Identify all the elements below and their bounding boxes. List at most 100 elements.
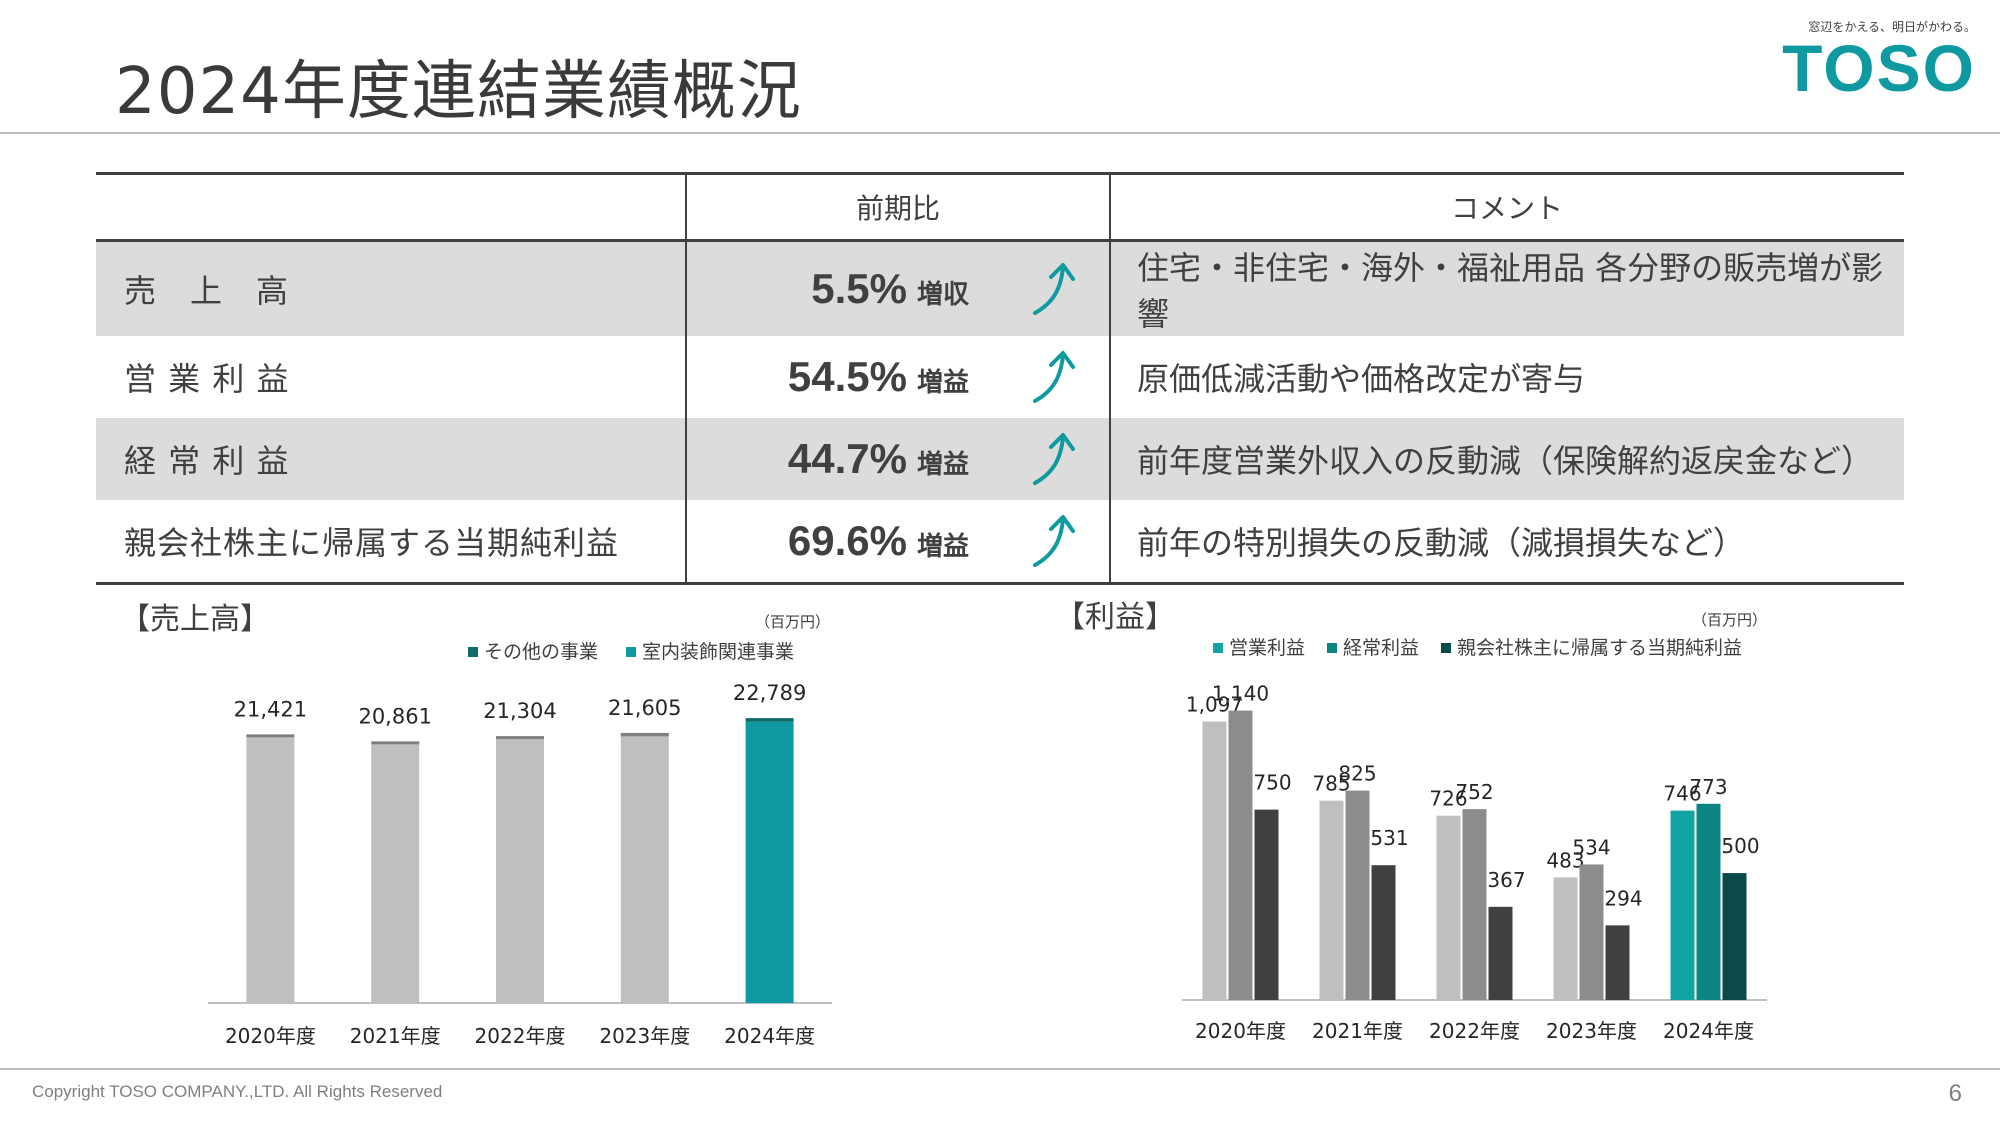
yoy-change: 増収 xyxy=(916,280,969,310)
bar-total-label: 21,605 xyxy=(608,696,681,720)
profit-chart: 【利益】 （百万円） 営業利益 経常利益 親会社株主に帰属する当期純利益 1,097 1,1… xyxy=(1045,590,1825,1060)
legend-label: 室内装飾関連事業 xyxy=(642,641,794,663)
legend-swatch xyxy=(468,647,478,657)
row-label: 営 業 利 益 xyxy=(124,360,290,398)
bar-total-label: 20,861 xyxy=(358,704,431,728)
bar-value-label: 531 xyxy=(1370,826,1408,850)
bar-net-profit xyxy=(1722,873,1747,1000)
bar-net-profit xyxy=(1254,809,1279,1000)
bar-net-profit xyxy=(1488,906,1513,1000)
bar-value-label: 785 xyxy=(1312,772,1350,796)
bar-value-label: 726 xyxy=(1429,787,1467,811)
bar-value-label: 750 xyxy=(1253,771,1291,795)
bar-main-business xyxy=(620,736,669,1003)
header-comment: コメント xyxy=(1109,172,1904,242)
bar-other-business xyxy=(246,734,295,738)
x-tick-label: 2024年度 xyxy=(1663,1019,1754,1043)
yoy-change: 増益 xyxy=(916,532,969,562)
bar-value-label: 773 xyxy=(1689,775,1727,799)
chart-title: 【利益】 xyxy=(1055,600,1175,635)
results-summary-table: 前期比 コメント 売 上 高 5.5% 増収 住宅・非住宅・海外・福祉用品 各分野… xyxy=(96,172,1904,585)
chart-unit: （百万円） xyxy=(1692,611,1767,629)
legend-label: 親会社株主に帰属する当期純利益 xyxy=(1457,637,1742,659)
bar-operating-profit xyxy=(1319,800,1344,1000)
up-arrow-icon xyxy=(1033,263,1075,315)
bar-other-business xyxy=(496,736,544,740)
bar-value-label: 500 xyxy=(1721,834,1759,858)
yoy-value: 69.6% xyxy=(787,517,907,564)
company-logo: 窓辺をかえる、明日がかわる。 TOSO xyxy=(1782,18,1976,101)
table-row: 営 業 利 益 54.5% 増益 原価低減活動や価格改定が寄与 xyxy=(96,336,1904,418)
bar-ordinary-profit xyxy=(1228,710,1253,1000)
legend-swatch xyxy=(1327,643,1337,653)
bar-operating-profit xyxy=(1670,810,1695,1000)
bar-other-business xyxy=(371,741,420,745)
legend-swatch xyxy=(626,647,636,657)
bar-operating-profit xyxy=(1553,877,1578,1000)
row-label: 売 上 高 xyxy=(96,240,686,336)
page-title: 2024年度連結業績概況 xyxy=(115,55,802,129)
bar-value-label: 534 xyxy=(1572,835,1610,859)
x-tick-label: 2021年度 xyxy=(1312,1019,1403,1043)
row-comment: 原価低減活動や価格改定が寄与 xyxy=(1109,336,1904,418)
table-row: 親会社株主に帰属する当期純利益 69.6% 増益 前年の特別損失の反動減（減損損失… xyxy=(96,500,1904,585)
bar-net-profit xyxy=(1371,865,1396,1000)
footer-divider xyxy=(0,1068,2000,1070)
table-row: 売 上 高 5.5% 増収 住宅・非住宅・海外・福祉用品 各分野の販売増が影響 xyxy=(96,240,1904,336)
up-arrow-icon xyxy=(1033,433,1075,485)
bar-value-label: 746 xyxy=(1663,782,1701,806)
bar-main-business xyxy=(246,737,295,1003)
x-tick-label: 2020年度 xyxy=(225,1024,316,1048)
x-tick-label: 2023年度 xyxy=(1546,1019,1637,1043)
bar-total-label: 21,304 xyxy=(483,699,556,723)
bar-other-business xyxy=(620,732,669,737)
row-comment: 前年度営業外収入の反動減（保険解約返戻金など） xyxy=(1109,418,1904,500)
bar-value-label: 483 xyxy=(1546,848,1584,872)
sales-chart: 【売上高】 （百万円） その他の事業 室内装飾関連事業 21,421 2020年度 20,8… xyxy=(110,590,870,1060)
x-tick-label: 2022年度 xyxy=(475,1024,566,1048)
chart-unit: （百万円） xyxy=(755,613,830,631)
up-arrow-icon xyxy=(1033,351,1075,403)
bar-total-label: 21,421 xyxy=(234,697,307,721)
row-comment: 住宅・非住宅・海外・福祉用品 各分野の販売増が影響 xyxy=(1109,240,1904,336)
logo-wordmark: TOSO xyxy=(1782,31,1976,105)
x-tick-label: 2022年度 xyxy=(1429,1019,1520,1043)
yoy-value: 44.7% xyxy=(787,435,907,482)
row-yoy: 5.5% 増収 xyxy=(685,240,1110,336)
logo-tagline: 窓辺をかえる、明日がかわる。 xyxy=(1808,20,1976,34)
legend-label: その他の事業 xyxy=(484,641,598,663)
bar-other-business xyxy=(745,718,794,722)
row-yoy: 69.6% 増益 xyxy=(685,500,1110,585)
copyright-text: Copyright TOSO COMPANY.,LTD. All Rights … xyxy=(32,1082,443,1101)
header-yoy: 前期比 xyxy=(685,172,1110,242)
table-row: 経 常 利 益 44.7% 増益 前年度営業外収入の反動減（保険解約返戻金など） xyxy=(96,418,1904,500)
bar-main-business xyxy=(745,721,794,1003)
sales-chart-svg: 【売上高】 （百万円） その他の事業 室内装飾関連事業 21,421 2020年度 20,8… xyxy=(120,602,832,1048)
row-label: 経 常 利 益 xyxy=(96,418,686,500)
bar-total-label: 22,789 xyxy=(733,681,806,705)
row-label: 親会社株主に帰属する当期純利益 xyxy=(96,500,686,585)
header-divider xyxy=(0,132,2000,134)
bar-ordinary-profit xyxy=(1345,790,1370,1000)
page-number: 6 xyxy=(1948,1080,1962,1107)
x-tick-label: 2020年度 xyxy=(1195,1019,1286,1043)
bar-value-label: 752 xyxy=(1455,780,1493,804)
profit-chart-svg: 【利益】 （百万円）営業利益 経常利益 親会社株主に帰属する当期純利益1,0971,1… xyxy=(1055,600,1767,1043)
header-blank xyxy=(96,172,686,242)
up-arrow-icon xyxy=(1033,515,1075,567)
yoy-value: 54.5% xyxy=(787,353,907,400)
bar-ordinary-profit xyxy=(1462,809,1487,1000)
bar-value-label: 825 xyxy=(1338,762,1376,786)
bar-main-business xyxy=(371,744,420,1003)
chart-title: 【売上高】 xyxy=(120,602,270,637)
x-tick-label: 2021年度 xyxy=(350,1024,441,1048)
legend-swatch xyxy=(1441,643,1451,653)
yoy-value: 5.5% xyxy=(811,265,907,312)
table-header-row: 前期比 コメント xyxy=(96,172,1904,242)
bar-ordinary-profit xyxy=(1579,864,1604,1000)
bar-value-label: 367 xyxy=(1487,868,1525,892)
row-yoy: 44.7% 増益 xyxy=(685,418,1110,500)
legend-label: 営業利益 xyxy=(1229,637,1305,659)
bar-value-label: 1,140 xyxy=(1212,682,1269,706)
yoy-change: 増益 xyxy=(916,368,969,398)
